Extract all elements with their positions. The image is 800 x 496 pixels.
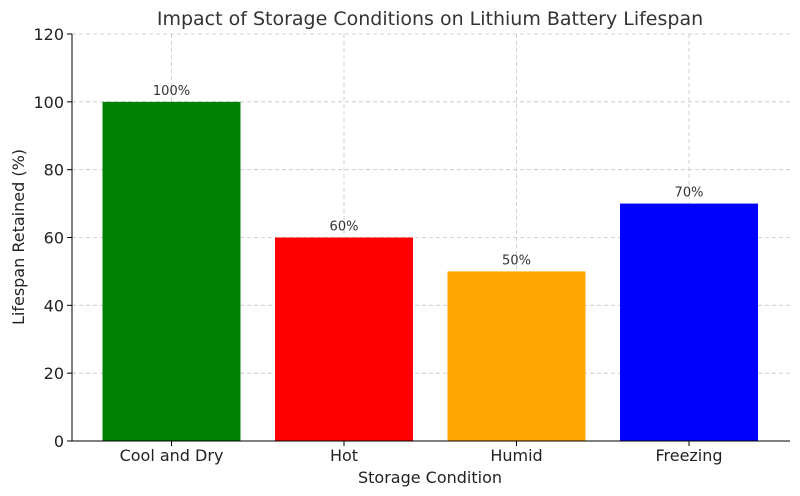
- bars: [102, 101, 758, 441]
- bar-cool-and-dry: [102, 101, 241, 441]
- bar-value-label: 50%: [502, 253, 531, 268]
- x-tick-label: Cool and Dry: [120, 446, 224, 465]
- y-tick-label: 20: [44, 364, 64, 383]
- y-tick-label: 120: [33, 25, 64, 44]
- y-tick-label: 40: [44, 296, 64, 315]
- bar-value-label: 100%: [153, 84, 190, 99]
- y-axis-ticks: 0 20 40 60 80 100 120: [33, 25, 72, 451]
- y-tick-label: 80: [44, 161, 64, 180]
- bar-hot: [275, 237, 413, 441]
- bar-humid: [447, 271, 586, 441]
- bar-value-label: 70%: [675, 186, 704, 201]
- y-tick-label: 60: [44, 229, 64, 248]
- x-tick-label: Hot: [330, 446, 358, 465]
- x-axis-ticks: Cool and Dry Hot Humid Freezing: [120, 441, 723, 465]
- x-tick-label: Freezing: [655, 446, 722, 465]
- bar-value-label: 60%: [330, 220, 359, 235]
- x-axis-label: Storage Condition: [358, 468, 502, 487]
- y-axis-label: Lifespan Retained (%): [9, 149, 28, 325]
- chart-title: Impact of Storage Conditions on Lithium …: [157, 8, 703, 30]
- y-tick-label: 100: [33, 93, 64, 112]
- value-labels: 100% 60% 50% 70%: [153, 84, 704, 269]
- y-tick-label: 0: [54, 432, 64, 451]
- bar-freezing: [620, 203, 758, 441]
- x-tick-label: Humid: [490, 446, 542, 465]
